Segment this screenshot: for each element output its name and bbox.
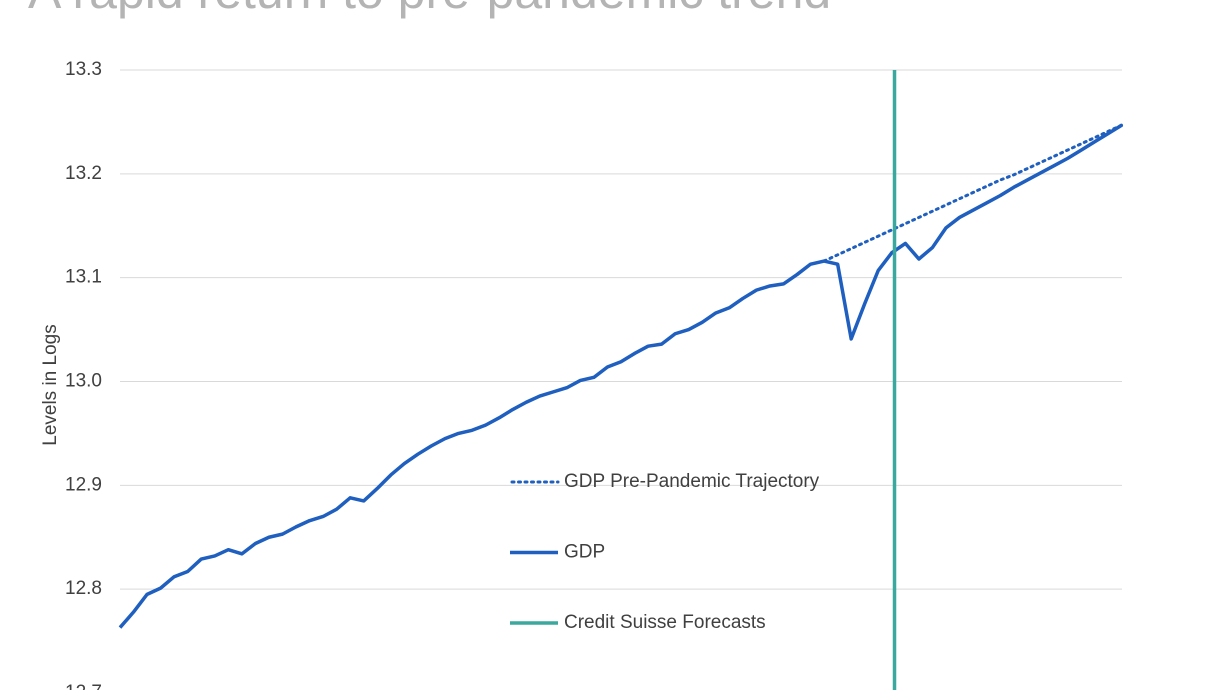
legend-label: GDP Pre-Pandemic Trajectory — [564, 471, 820, 492]
y-tick-label: 13.0 — [65, 371, 102, 392]
y-tick-label: 13.3 — [65, 59, 102, 80]
legend-label: Credit Suisse Forecasts — [564, 612, 766, 633]
y-axis-label: Levels in Logs — [40, 324, 61, 445]
y-tick-label: 13.1 — [65, 267, 102, 288]
gdp-line — [118, 123, 1123, 629]
y-tick-label: 12.7 — [65, 682, 102, 690]
trajectory-line — [822, 123, 1124, 263]
y-tick-label: 13.2 — [65, 163, 102, 184]
chart-title: A rapid return to pre-pandemic trend — [28, 0, 831, 19]
y-tick-label: 12.8 — [65, 578, 102, 599]
legend-label: GDP — [564, 542, 605, 563]
y-tick-label: 12.9 — [65, 474, 102, 495]
